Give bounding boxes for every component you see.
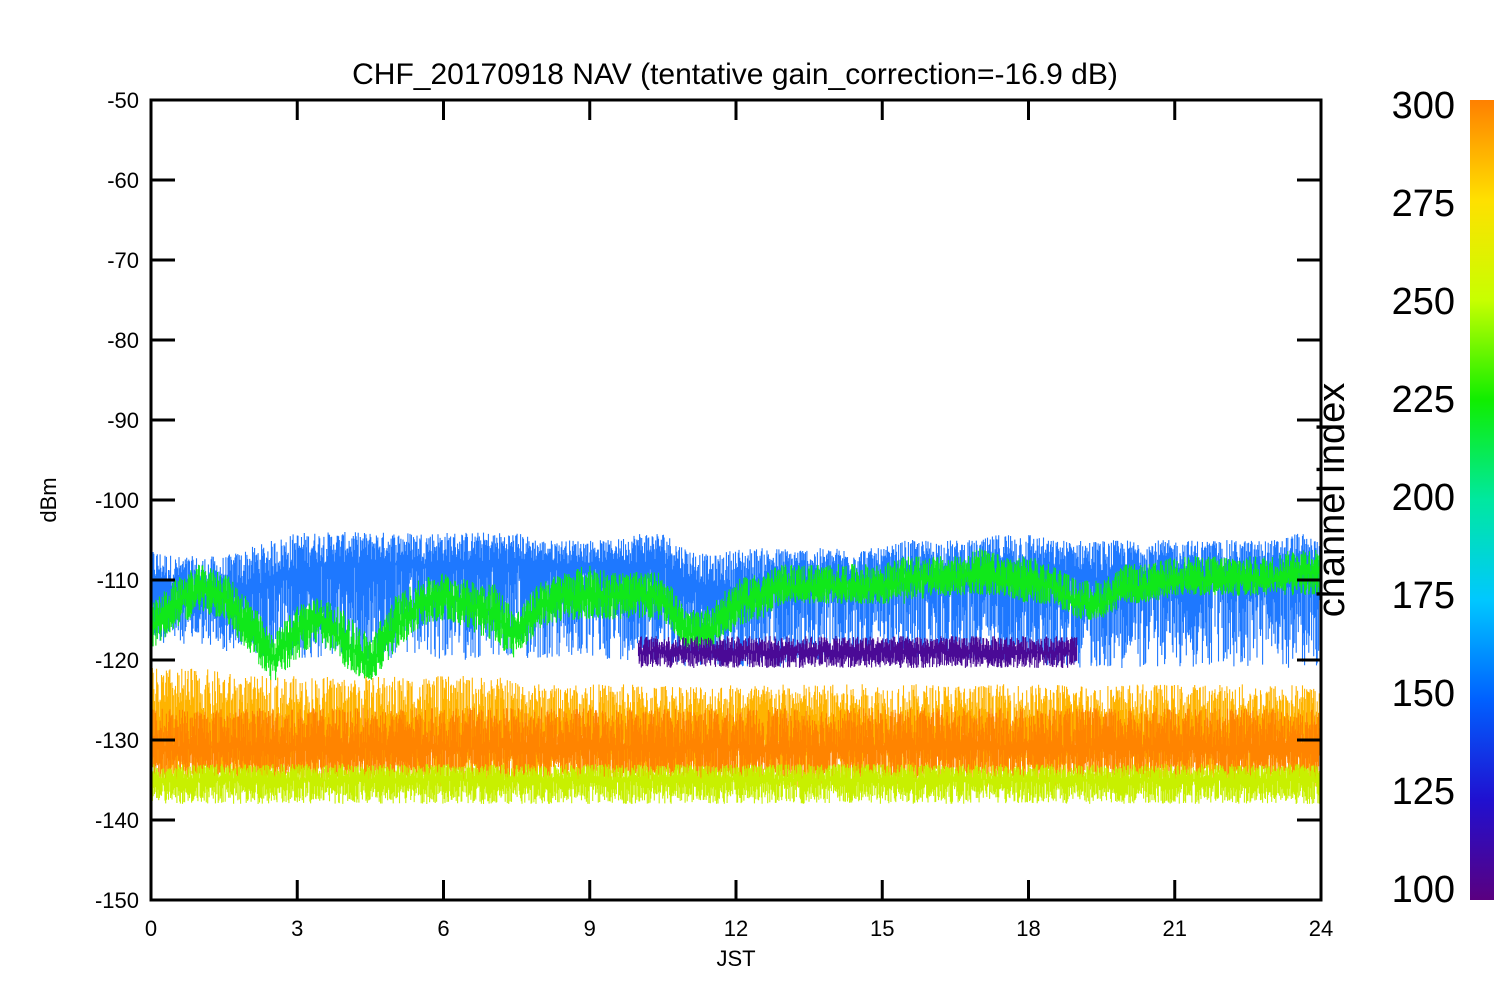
series-2-trace	[637, 636, 1078, 668]
colorbar-tick-label: 100	[1392, 869, 1455, 911]
x-tick-label: 6	[437, 916, 449, 941]
colorbar-tick-label: 125	[1392, 771, 1455, 813]
y-tick-label: -130	[95, 728, 139, 753]
x-tick-label: 3	[291, 916, 303, 941]
colorbar-tick-label: 150	[1392, 673, 1455, 715]
x-tick-label: 9	[584, 916, 596, 941]
y-tick-label: -140	[95, 808, 139, 833]
x-tick-label: 24	[1309, 916, 1333, 941]
colorbar-tick-label: 225	[1392, 379, 1455, 421]
y-tick-label: -70	[107, 248, 139, 273]
colorbar	[1470, 100, 1494, 900]
series-layer	[151, 532, 1321, 804]
y-tick-label: -120	[95, 648, 139, 673]
y-tick-label: -110	[97, 568, 139, 593]
chart-title: CHF_20170918 NAV (tentative gain_correct…	[352, 58, 1118, 91]
series-4	[151, 708, 1321, 780]
colorbar-ticks: 300 275 250 225 200 175 150 125 100	[1392, 85, 1455, 911]
x-tick-label: 12	[724, 916, 748, 941]
series-4-trace	[151, 708, 1321, 780]
x-tick-label: 0	[145, 916, 157, 941]
colorbar-tick-label: 175	[1392, 575, 1455, 617]
y-axis-label: dBm	[36, 477, 61, 522]
y-tick-label: -150	[95, 888, 139, 913]
y-tick-label: -80	[107, 328, 139, 353]
colorbar-tick-label: 300	[1392, 85, 1455, 127]
colorbar-label: channel index	[1311, 383, 1353, 618]
y-tick-label: -90	[107, 408, 139, 433]
x-tick-label: 15	[870, 916, 894, 941]
y-tick-label: -60	[107, 168, 139, 193]
series-1	[151, 548, 1321, 681]
series-2	[637, 636, 1078, 668]
series-5	[151, 764, 1321, 804]
colorbar-tick-label: 275	[1392, 183, 1455, 225]
y-axis-ticks: -50 -60 -70 -80 -90 -100 -110 -120 -130 -140 -150	[95, 88, 1321, 913]
series-5-trace	[151, 764, 1321, 804]
x-tick-label: 18	[1016, 916, 1040, 941]
colorbar-tick-label: 200	[1392, 477, 1455, 519]
y-tick-label: -100	[95, 488, 139, 513]
x-axis-label: JST	[716, 946, 755, 971]
colorbar-tick-label: 250	[1392, 281, 1455, 323]
y-tick-label: -50	[107, 88, 139, 113]
x-axis-ticks: 0 3 6 9 12 15 18 21 24	[145, 100, 1333, 941]
x-tick-label: 21	[1163, 916, 1187, 941]
series-1-trace	[151, 548, 1321, 681]
